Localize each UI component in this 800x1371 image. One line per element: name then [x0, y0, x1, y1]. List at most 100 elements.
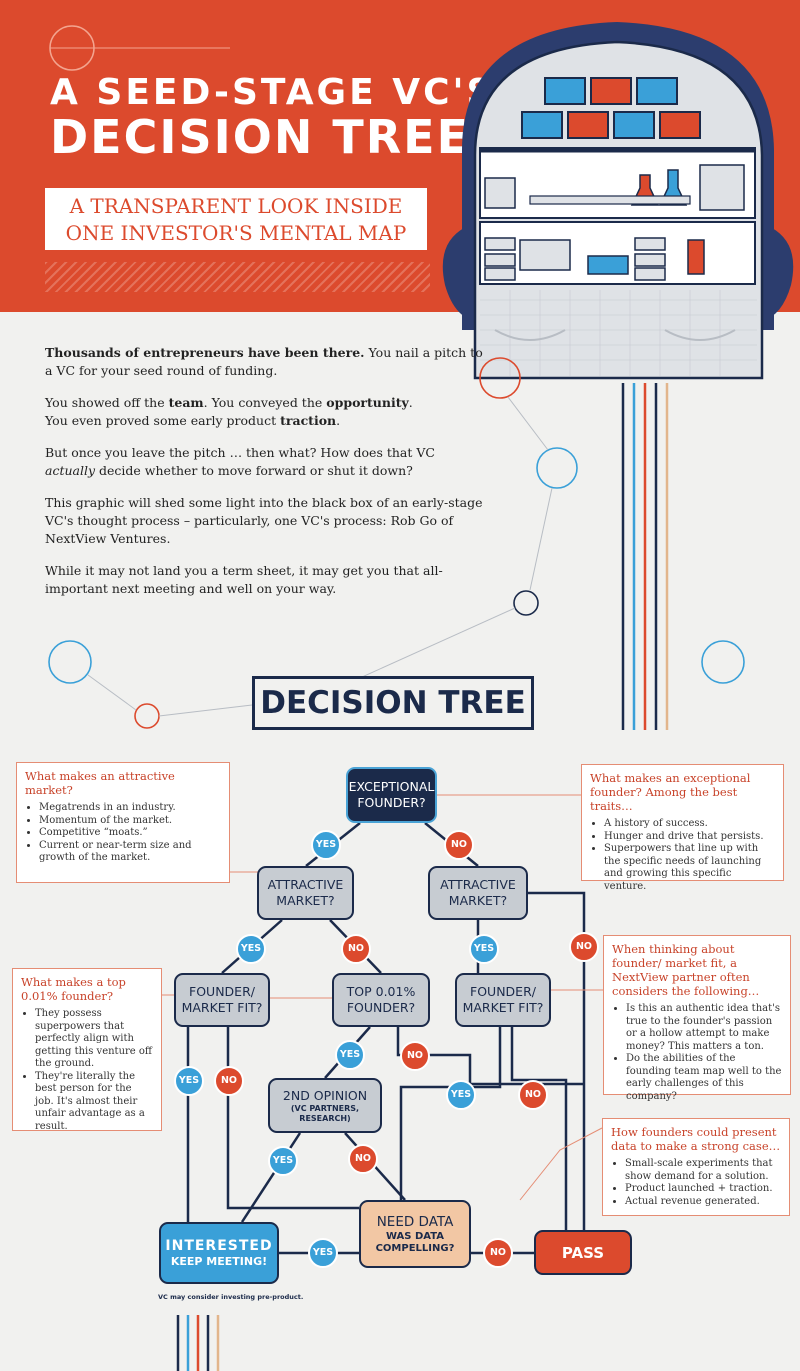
intro-paragraph-5: While it may not land you a term sheet, …: [45, 563, 443, 596]
deco-circle-icon: [48, 640, 92, 684]
node-interested: INTERESTED KEEP MEETING!: [159, 1222, 279, 1284]
yes-badge: YES: [469, 934, 499, 964]
info-box-list: Small-scale experiments that show demand…: [611, 1158, 781, 1208]
info-box-list: They possess superpowers that perfectly …: [21, 1008, 153, 1133]
info-box-heading: What makes an attractive market?: [25, 769, 175, 797]
intro-paragraph-4: This graphic will shed some light into t…: [45, 495, 483, 546]
node-label: NEED DATA: [376, 1214, 454, 1230]
no-badge: NO: [341, 934, 371, 964]
intro-text-span: But once you leave the pitch … then what…: [45, 445, 435, 460]
intro-bold-traction: traction: [280, 413, 337, 428]
decision-tree-heading: DECISION TREE: [252, 676, 534, 730]
info-box-list: Is this an authentic idea that's true to…: [612, 1003, 782, 1103]
info-box-item: Do the abilities of the founding team ma…: [626, 1053, 782, 1103]
info-box-top-founder: What makes a top 0.01% founder? They pos…: [12, 968, 162, 1133]
intro-text: Thousands of entrepreneurs have been the…: [45, 344, 485, 612]
intro-paragraph-2: You showed off the team. You conveyed th…: [45, 394, 485, 430]
node-label: FOUNDER?: [357, 795, 426, 810]
intro-paragraph-1: Thousands of entrepreneurs have been the…: [45, 344, 485, 380]
yes-badge: YES: [446, 1080, 476, 1110]
node-founder-market-fit-left: FOUNDER/ MARKET FIT?: [174, 973, 270, 1027]
deco-circle-icon: [701, 640, 745, 684]
yes-badge: YES: [311, 830, 341, 860]
info-box-item: Competitive “moats.”: [39, 827, 221, 840]
no-badge: NO: [569, 932, 599, 962]
intro-text-span: You even proved some early product: [45, 413, 281, 428]
yes-badge: YES: [268, 1146, 298, 1176]
info-box-item: A history of success.: [604, 818, 775, 831]
subtitle-line-1: A TRANSPARENT LOOK INSIDE: [69, 194, 403, 218]
info-box-item: Is this an authentic idea that's true to…: [626, 1003, 782, 1053]
info-box-founder-market-fit: When thinking about founder/ market fit,…: [603, 935, 791, 1102]
node-label: TOP 0.01%: [346, 984, 416, 999]
intro-bold-lead: Thousands of entrepreneurs have been the…: [45, 345, 365, 360]
intro-text-span: You nail a pitch to a VC for your seed r…: [45, 345, 483, 378]
intro-text-span: .: [408, 395, 413, 410]
node-sublabel: WAS DATA: [385, 1231, 445, 1242]
no-badge: NO: [400, 1041, 430, 1071]
info-box-item: They possess superpowers that perfectly …: [35, 1008, 153, 1071]
node-label: MARKET FIT?: [181, 1000, 263, 1015]
node-attractive-market-left: ATTRACTIVE MARKET?: [257, 866, 354, 920]
node-label: FOUNDER?: [346, 1000, 416, 1015]
node-top-founder: TOP 0.01% FOUNDER?: [332, 973, 430, 1027]
yes-badge: YES: [174, 1066, 204, 1096]
node-sublabel: KEEP MEETING!: [170, 1255, 268, 1268]
node-label: FOUNDER/: [189, 984, 255, 999]
info-box-heading: When thinking about founder/ market fit,…: [612, 942, 760, 998]
info-box-item: Small-scale experiments that show demand…: [625, 1158, 781, 1183]
node-label: ATTRACTIVE: [267, 877, 344, 892]
yes-badge: YES: [308, 1238, 338, 1268]
node-second-opinion: 2ND OPINION (VC PARTNERS, RESEARCH): [268, 1078, 382, 1133]
node-attractive-market-right: ATTRACTIVE MARKET?: [428, 866, 528, 920]
info-box-item: Megatrends in an industry.: [39, 802, 221, 815]
node-label: MARKET FIT?: [462, 1000, 544, 1015]
deco-circle-icon: [536, 447, 578, 489]
info-box-item: Momentum of the market.: [39, 815, 221, 828]
no-badge: NO: [348, 1144, 378, 1174]
node-pass: PASS: [534, 1230, 632, 1275]
node-exceptional-founder: EXCEPTIONAL FOUNDER?: [346, 767, 437, 823]
deco-circle-icon: [479, 357, 521, 399]
subtitle-line-2: ONE INVESTOR'S MENTAL MAP: [65, 221, 407, 245]
intro-italic-actually: actually: [45, 463, 96, 478]
info-box-item: They're literally the best person for th…: [35, 1071, 153, 1134]
info-box-attractive-market: What makes an attractive market? Megatre…: [16, 762, 230, 883]
node-label: MARKET?: [448, 893, 508, 908]
info-box-heading: What makes a top 0.01% founder?: [21, 975, 126, 1003]
info-box-exceptional-founder: What makes an exceptional founder? Among…: [581, 764, 784, 892]
intro-text-span: decide whether to move forward or shut i…: [95, 463, 413, 478]
info-box-item: Superpowers that line up with the specif…: [604, 843, 775, 893]
node-label: INTERESTED: [165, 1238, 273, 1254]
no-badge: NO: [483, 1238, 513, 1268]
intro-text-span: .: [336, 413, 341, 428]
deco-circle-icon: [134, 703, 160, 729]
header-banner: A SEED-STAGE VC'S DECISION TREE A TRANSP…: [0, 0, 800, 312]
node-label: EXCEPTIONAL: [348, 779, 435, 794]
hatch-decoration: [45, 262, 430, 292]
intro-text-span: You showed off the: [45, 395, 169, 410]
info-box-list: A history of success. Hunger and drive t…: [590, 818, 775, 893]
node-founder-market-fit-right: FOUNDER/ MARKET FIT?: [455, 973, 551, 1027]
node-label: FOUNDER/: [470, 984, 536, 999]
deco-circle-icon: [513, 590, 539, 616]
intro-text-span: . You conveyed the: [203, 395, 327, 410]
intro-bold-team: team: [168, 395, 204, 410]
node-label: ATTRACTIVE: [440, 877, 516, 892]
pre-product-note: VC may consider investing pre-product.: [158, 1293, 304, 1301]
info-box-item: Hunger and drive that persists.: [604, 831, 775, 844]
node-need-data: NEED DATA WAS DATA COMPELLING?: [359, 1200, 471, 1268]
node-label: MARKET?: [276, 893, 335, 908]
no-badge: NO: [214, 1066, 244, 1096]
node-sublabel: (VC PARTNERS, RESEARCH): [290, 1103, 360, 1123]
node-label: 2ND OPINION: [282, 1087, 368, 1103]
info-box-item: Product launched + traction.: [625, 1183, 781, 1196]
info-box-list: Megatrends in an industry. Momentum of t…: [25, 802, 221, 865]
subtitle-box: A TRANSPARENT LOOK INSIDE ONE INVESTOR'S…: [45, 188, 427, 250]
info-box-present-data: How founders could present data to make …: [602, 1118, 790, 1216]
node-sublabel: COMPELLING?: [375, 1243, 455, 1254]
title-line-1: A SEED-STAGE VC'S: [50, 72, 496, 113]
no-badge: NO: [444, 830, 474, 860]
title-line-2: DECISION TREE: [50, 110, 470, 164]
yes-badge: YES: [236, 934, 266, 964]
